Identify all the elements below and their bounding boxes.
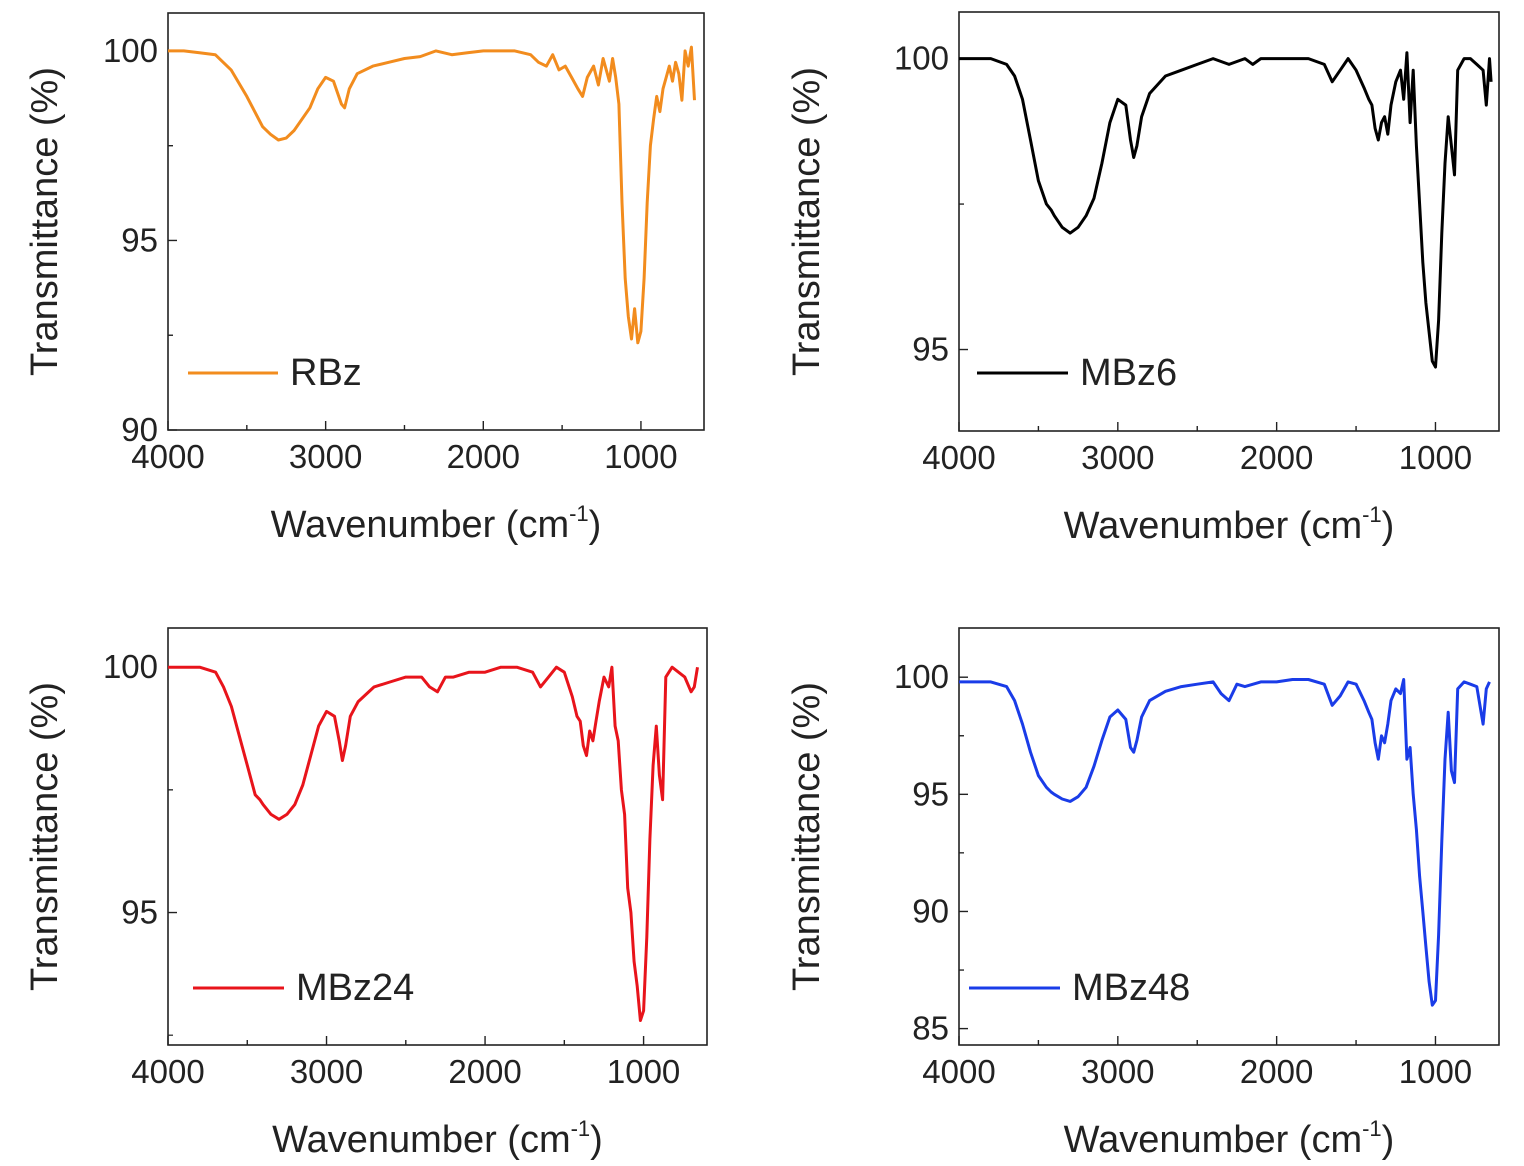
x-tick-label: 4000 [922,439,995,476]
y-tick-label: 100 [103,32,158,69]
y-tick-label: 100 [894,40,949,77]
y-tick-label: 100 [894,658,949,695]
x-tick-label: 1000 [604,438,677,475]
x-tick-label: 2000 [1240,1053,1313,1090]
x-tick-label: 1000 [1399,439,1472,476]
y-axis-label: Transmittance (%) [24,67,66,376]
x-axis-label-superscript: -1 [571,1116,591,1141]
y-tick-label: 95 [121,221,158,258]
series-line-mbz48 [959,678,1491,1007]
y-tick-label: 95 [912,775,949,812]
spectrum-panel-4: 4000 3000 2000 1000 85 90 95 100 Wavenumber (cm-… [762,583,1522,1166]
x-axis-label-close: ) [590,1119,603,1161]
y-axis-label: Transmittance (%) [786,682,828,991]
x-tick-label: 1000 [607,1053,680,1090]
plot-frame [958,11,1500,432]
plot-frame [958,627,1500,1046]
x-tick-label: 3000 [1081,439,1154,476]
x-axis-label-text: Wavenumber (cm [272,1119,570,1161]
legend-label: MBz24 [296,967,414,1009]
x-tick-label: 2000 [448,1053,521,1090]
legend-label: RBz [290,352,362,394]
x-axis-label-close: ) [1382,505,1395,547]
x-tick-label: 4000 [922,1053,995,1090]
x-axis-label-text: Wavenumber (cm [1064,505,1362,547]
legend-label: MBz48 [1072,967,1190,1009]
x-axis-label-text: Wavenumber (cm [271,504,569,546]
plot-frame [167,12,705,431]
y-tick-label: 95 [121,894,158,931]
y-axis-label: Transmittance (%) [24,682,66,991]
spectrum-panel-3: 4000 3000 2000 1000 95 100 Wavenumber (cm-1) Tr… [0,583,760,1166]
x-tick-label: 4000 [131,438,204,475]
spectrum-panel-2: 4000 3000 2000 1000 95 100 Wavenumber (cm-1) Tr… [762,0,1522,583]
x-axis-label-superscript: -1 [569,501,589,526]
y-tick-label: 85 [912,1010,949,1047]
series-line-rbz [168,45,696,345]
chart-svg: 4000 3000 2000 1000 85 90 95 100 Wavenumber (cm-… [786,627,1500,1161]
x-tick-label: 1000 [1399,1053,1472,1090]
x-tick-label: 2000 [447,438,520,475]
x-tick-label: 2000 [1240,439,1313,476]
y-tick-label: 100 [103,648,158,685]
x-axis-label: Wavenumber (cm-1) [271,501,602,546]
x-tick-label: 3000 [1081,1053,1154,1090]
x-axis-label-text: Wavenumber (cm [1064,1119,1362,1161]
x-tick-label: 3000 [289,438,362,475]
x-axis-label: Wavenumber (cm-1) [1064,1116,1395,1161]
x-axis-label-superscript: -1 [1362,502,1382,527]
x-tick-label: 3000 [290,1053,363,1090]
series-line-mbz6 [959,51,1493,369]
chart-svg: 4000 3000 2000 1000 95 100 Wavenumber (cm-1) Tr… [786,11,1500,547]
chart-svg: 4000 3000 2000 1000 95 100 Wavenumber (cm-1) Tr… [24,627,708,1161]
x-axis-label-close: ) [589,504,602,546]
y-tick-label: 90 [912,892,949,929]
x-axis-label-superscript: -1 [1362,1116,1382,1141]
x-axis-label: Wavenumber (cm-1) [272,1116,603,1161]
plot-frame [167,627,708,1046]
spectrum-panel-1: 4000 3000 2000 1000 90 95 100 Wavenumber (cm-1)… [0,0,760,583]
x-axis-label-close: ) [1382,1119,1395,1161]
y-axis-label: Transmittance (%) [786,67,828,376]
y-tick-label: 90 [121,411,158,448]
y-tick-label: 95 [912,331,949,368]
chart-svg: 4000 3000 2000 1000 90 95 100 Wavenumber (cm-1)… [24,12,705,546]
series-line-mbz24 [168,665,699,1022]
x-axis-label: Wavenumber (cm-1) [1064,502,1395,547]
legend-label: MBz6 [1080,352,1177,394]
x-tick-label: 4000 [131,1053,204,1090]
